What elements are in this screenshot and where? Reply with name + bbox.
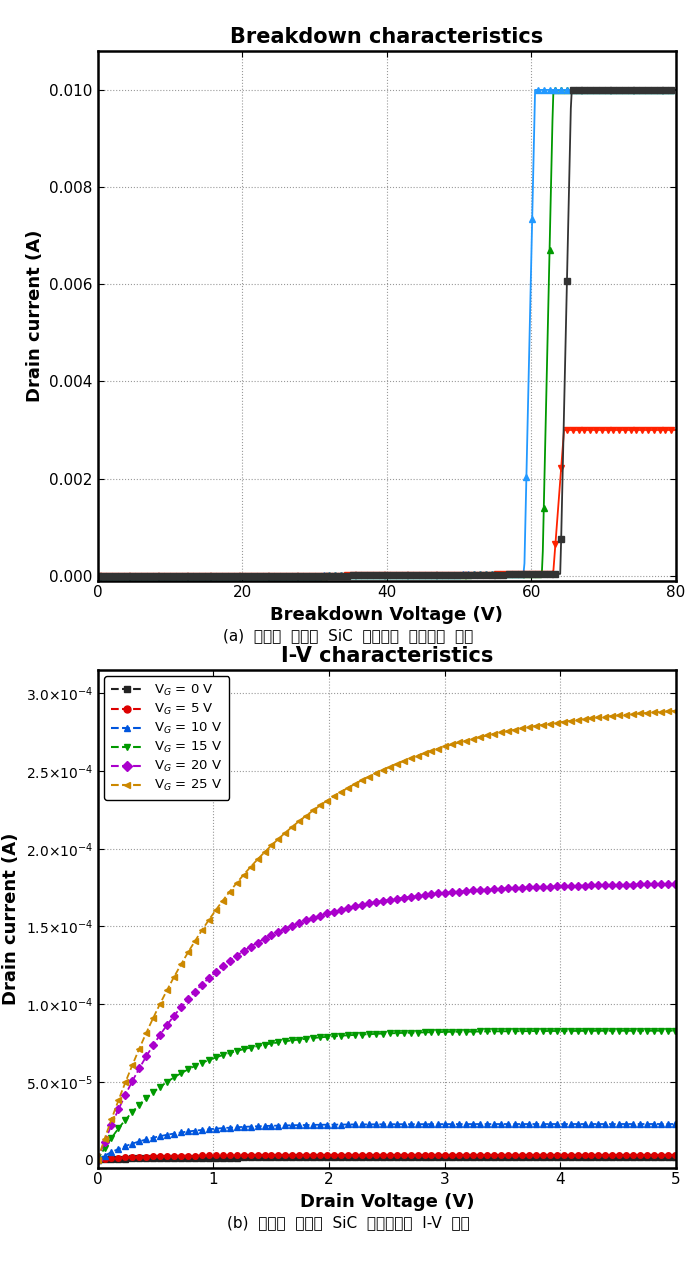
Y-axis label: Drain current (A): Drain current (A) — [2, 832, 20, 1005]
Text: (b)  제작된  저전압  SiC  수평소자의  I-V  특성: (b) 제작된 저전압 SiC 수평소자의 I-V 특성 — [227, 1215, 470, 1230]
X-axis label: Drain Voltage (V): Drain Voltage (V) — [300, 1193, 474, 1211]
Y-axis label: Drain current (A): Drain current (A) — [26, 230, 44, 402]
Title: I-V characteristics: I-V characteristics — [281, 646, 493, 666]
Text: (a)  제작된  저전압  SiC  수평소자  항복전압  특성: (a) 제작된 저전압 SiC 수평소자 항복전압 특성 — [223, 628, 474, 643]
Legend: V$_G$ = 0 V, V$_G$ = 5 V, V$_G$ = 10 V, V$_G$ = 15 V, V$_G$ = 20 V, V$_G$ = 25 V: V$_G$ = 0 V, V$_G$ = 5 V, V$_G$ = 10 V, … — [104, 676, 229, 800]
Title: Breakdown characteristics: Breakdown characteristics — [230, 27, 544, 47]
X-axis label: Breakdown Voltage (V): Breakdown Voltage (V) — [270, 606, 503, 624]
